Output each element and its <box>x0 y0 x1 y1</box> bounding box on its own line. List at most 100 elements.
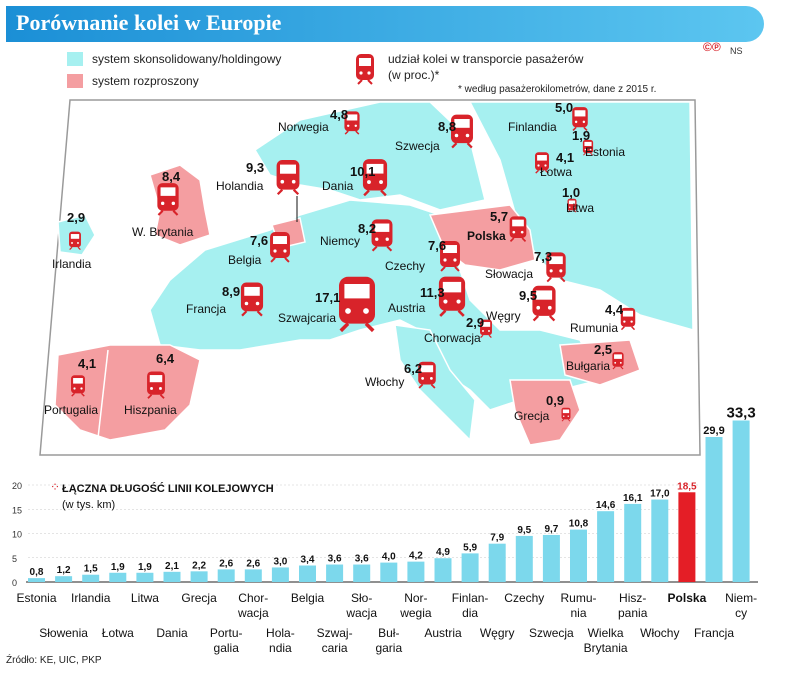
train-icon <box>147 371 165 399</box>
country-name: Dania <box>322 179 354 193</box>
country-name: Norwegia <box>278 120 329 134</box>
x-tick-label: ndia <box>269 641 292 655</box>
country-name: Austria <box>388 301 426 315</box>
x-tick-label: Hola- <box>266 626 295 640</box>
country-name: Portugalia <box>44 403 98 417</box>
share-value: 4,1 <box>78 356 96 371</box>
border-portugal <box>97 349 109 439</box>
train-icon <box>71 375 85 397</box>
bar <box>461 553 479 582</box>
train-icon <box>240 282 264 317</box>
bar-value-label: 2,6 <box>219 558 233 569</box>
train-icon <box>582 139 594 156</box>
x-tick-label: caria <box>322 641 348 655</box>
bar-value-label: 4,0 <box>382 552 396 563</box>
country-name: Szwajcaria <box>278 311 336 325</box>
legend-share-label-2: (w proc.)* <box>388 68 440 82</box>
share-value: 2,9 <box>67 210 85 225</box>
x-tick-label: Portu- <box>210 626 243 640</box>
share-value: 10,1 <box>350 164 375 179</box>
bar-value-label: 2,2 <box>192 560 206 571</box>
share-value: 6,2 <box>404 361 422 376</box>
x-tick-label: Polska <box>668 591 707 605</box>
bar-value-label: 3,6 <box>355 554 369 565</box>
bar <box>570 529 587 582</box>
copyright-mark: ©℗ <box>703 40 721 54</box>
region-greece <box>509 379 581 446</box>
train-icon <box>418 361 436 389</box>
x-tick-label: Finlan- <box>452 591 489 605</box>
country-name: Łotwa <box>540 165 572 179</box>
bar <box>82 574 100 582</box>
bar-value-label: 33,3 <box>726 404 755 421</box>
bar <box>488 543 506 582</box>
x-tick-label: Szwaj- <box>317 626 353 640</box>
chart-title-marker: ⁘ <box>50 480 60 494</box>
x-tick-label: Wielka <box>588 626 624 640</box>
country-name: Polska <box>467 229 506 243</box>
bar-value-label: 10,8 <box>569 519 589 530</box>
author-credit: NS <box>730 46 743 56</box>
x-tick-label: Grecja <box>181 591 217 605</box>
x-tick-label: Irlandia <box>71 591 111 605</box>
train-icon <box>532 285 556 322</box>
x-tick-label: Dania <box>156 626 188 640</box>
country-name: Słowacja <box>485 267 533 281</box>
x-tick-label: Sło- <box>351 591 372 605</box>
x-tick-label: garia <box>375 641 402 655</box>
bar <box>190 571 208 582</box>
bar-value-label: 2,1 <box>165 561 179 572</box>
source-note: Źródło: KE, UIC, PKP <box>6 655 102 666</box>
x-tick-label: Chor- <box>238 591 268 605</box>
bar-value-label: 2,6 <box>246 558 260 569</box>
country-name: Niemcy <box>320 234 360 248</box>
train-icon <box>572 107 588 131</box>
train-icon <box>339 276 375 333</box>
country-name: Finlandia <box>508 120 557 134</box>
x-tick-label: Czechy <box>504 591 544 605</box>
share-value: 4,4 <box>605 302 624 317</box>
bar-value-label: 0,8 <box>30 567 44 578</box>
bar-value-label: 9,5 <box>517 525 531 536</box>
bar-value-label: 7,9 <box>490 533 504 544</box>
x-tick-label: Hisz- <box>619 591 646 605</box>
train-icon <box>561 407 571 422</box>
train-icon <box>535 152 549 174</box>
share-value: 2,5 <box>594 342 612 357</box>
x-tick-label: cy <box>735 606 747 620</box>
x-tick-label: Łotwa <box>102 626 134 640</box>
share-value: 8,8 <box>438 119 456 134</box>
bar <box>28 578 45 582</box>
x-tick-label: Szwecja <box>529 626 574 640</box>
y-tick-label: 15 <box>12 505 22 515</box>
bar-value-label: 9,7 <box>544 524 558 535</box>
train-icon <box>612 352 624 370</box>
country-name: Holandia <box>216 179 264 193</box>
legend-consolidated-swatch <box>67 52 83 66</box>
bar-value-label: 1,9 <box>111 562 125 573</box>
x-tick-label: Francja <box>694 626 734 640</box>
x-tick-label: Brytania <box>584 641 628 655</box>
x-tick-label: galia <box>214 641 240 655</box>
x-tick-label: Rumu- <box>560 591 596 605</box>
bar <box>542 534 560 582</box>
x-tick-label: Litwa <box>131 591 159 605</box>
train-icon <box>270 232 290 263</box>
country-name: Włochy <box>365 375 404 389</box>
bar-value-label: 3,6 <box>328 554 342 565</box>
y-tick-label: 10 <box>12 530 22 540</box>
bar <box>678 492 696 582</box>
country-name: W. Brytania <box>132 225 194 239</box>
country-name: Irlandia <box>52 257 92 271</box>
bar <box>380 562 398 582</box>
train-icon <box>362 159 388 197</box>
y-tick-label: 20 <box>12 481 22 491</box>
bar-value-label: 18,5 <box>677 481 697 492</box>
train-icon <box>509 216 527 242</box>
share-value: 8,9 <box>222 284 240 299</box>
train-icon <box>451 114 473 149</box>
x-tick-label: Belgia <box>291 591 325 605</box>
train-icon <box>276 160 300 196</box>
share-value: 4,8 <box>330 107 348 122</box>
train-icon <box>344 111 360 135</box>
